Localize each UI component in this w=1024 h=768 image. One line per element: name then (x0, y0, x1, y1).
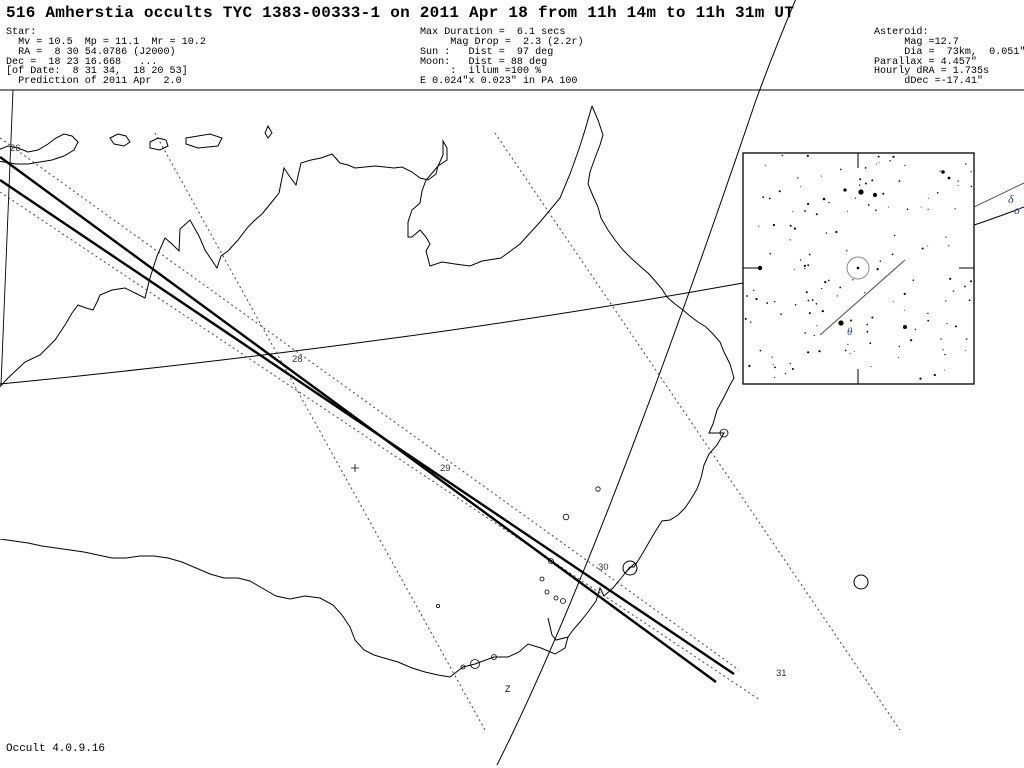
svg-text:31: 31 (776, 668, 787, 679)
svg-text:30: 30 (598, 562, 609, 573)
svg-text:26: 26 (10, 143, 21, 154)
svg-text:σ: σ (1014, 203, 1021, 217)
svg-text:29: 29 (440, 463, 451, 474)
svg-text:Z: Z (505, 684, 511, 694)
svg-text:θ: θ (847, 326, 853, 338)
svg-text:28: 28 (292, 354, 303, 365)
